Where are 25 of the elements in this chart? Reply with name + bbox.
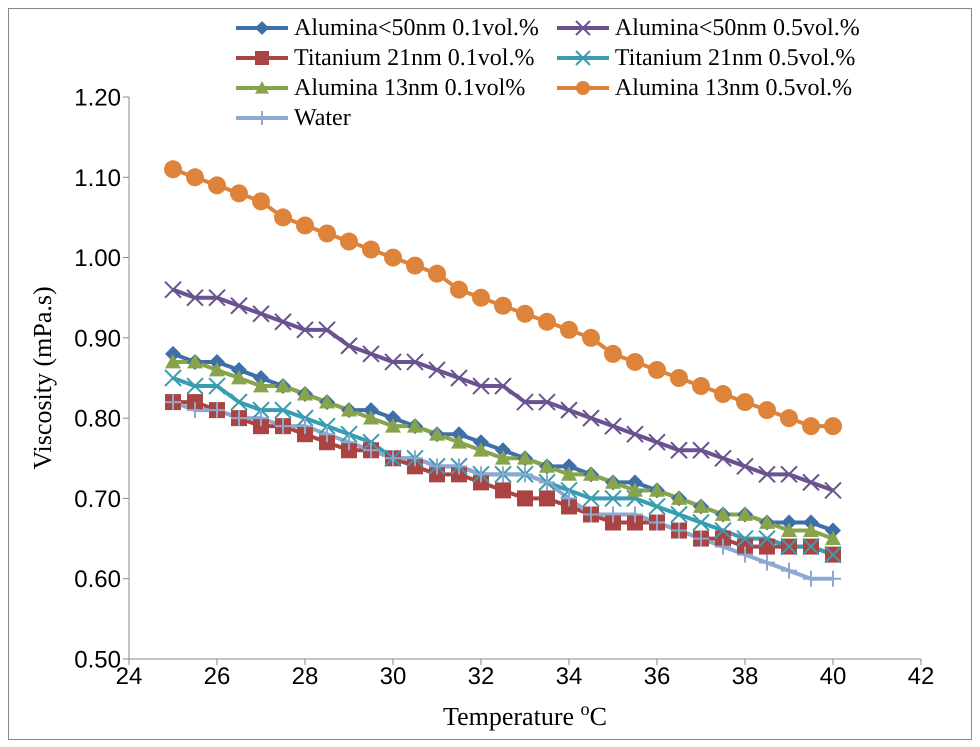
x-tick-label: 36 [644,663,670,690]
legend-label: Water [294,104,351,133]
x-tick-label: 42 [908,663,934,690]
x-tick-label: 28 [292,663,318,690]
y-tick-label: 1.10 [74,164,121,192]
x-tick-label: 34 [556,663,582,690]
x-tick-label: 40 [820,663,846,690]
legend-label: Alumina<50nm 0.1vol.% [294,14,539,43]
x-tick-label: 38 [732,663,758,690]
x-tick-label: 30 [380,663,406,690]
y-tick-label: 0.60 [74,566,121,594]
x-tick-label: 26 [204,663,230,690]
y-axis-title: Viscosity (mPa.s) [28,286,57,470]
legend-label: Titanium 21nm 0.1vol.% [294,44,534,73]
y-tick-label: 1.00 [74,245,121,272]
y-tick-label: 0.70 [74,486,121,513]
x-axis-title: Temperature $^{o}$C [443,699,607,731]
legend-label: Alumina<50nm 0.5vol.% [614,14,860,43]
x-tick-label: 32 [468,663,494,690]
y-tick-label: 1.20 [74,84,121,112]
y-tick-label: 0.90 [74,325,121,352]
legend-label: Alumina 13nm 0.5vol.% [614,74,852,103]
legend-label: Titanium 21nm 0.5vol.% [614,44,856,73]
y-tick-label: 0.80 [74,406,121,433]
legend-label: Alumina 13nm 0.1vol% [294,74,526,103]
